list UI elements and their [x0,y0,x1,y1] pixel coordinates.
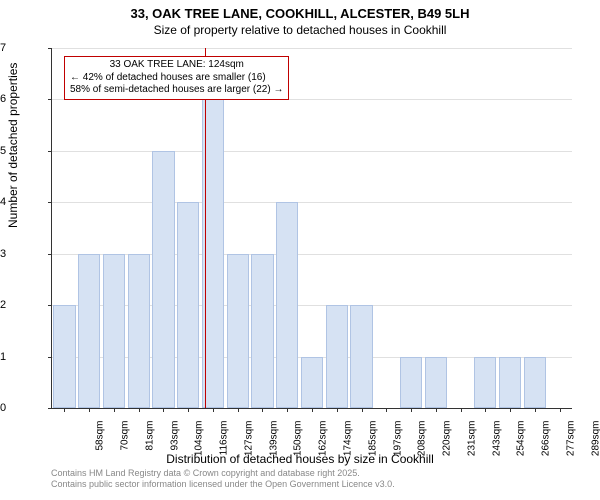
xtick-label: 162sqm [318,421,329,461]
ytick-mark [48,408,52,409]
histogram-bar [499,357,521,408]
gridline [52,151,572,152]
ytick-label: 5 [0,145,45,157]
histogram-bar [425,357,447,408]
xtick-label: 116sqm [219,421,230,461]
histogram-bar [103,254,125,408]
annotation-line3: 58% of semi-detached houses are larger (… [70,84,283,97]
histogram-bar [400,357,422,408]
xtick-label: 277sqm [565,421,576,461]
xtick-mark [188,408,189,412]
xtick-mark [411,408,412,412]
xtick-mark [89,408,90,412]
histogram-bar [524,357,546,408]
xtick-mark [485,408,486,412]
xtick-label: 231sqm [466,421,477,461]
gridline [52,48,572,49]
chart-container: 33, OAK TREE LANE, COOKHILL, ALCESTER, B… [0,0,600,500]
xtick-label: 150sqm [293,421,304,461]
annotation-line2: ← 42% of detached houses are smaller (16… [70,72,283,85]
xtick-label: 58sqm [95,421,106,461]
ytick-mark [48,357,52,358]
ytick-mark [48,48,52,49]
xtick-label: 243sqm [491,421,502,461]
xtick-label: 174sqm [343,421,354,461]
xtick-mark [213,408,214,412]
xtick-mark [560,408,561,412]
xtick-label: 185sqm [367,421,378,461]
xtick-label: 104sqm [194,421,205,461]
histogram-bar [474,357,496,408]
xtick-mark [461,408,462,412]
xtick-mark [139,408,140,412]
reference-line [205,48,206,408]
xtick-label: 70sqm [120,421,131,461]
histogram-bar [301,357,323,408]
xtick-label: 127sqm [243,421,254,461]
plot-area: 33 OAK TREE LANE: 124sqm ← 42% of detach… [51,48,572,409]
histogram-bar [128,254,150,408]
chart-title: 33, OAK TREE LANE, COOKHILL, ALCESTER, B… [0,0,600,23]
xtick-label: 139sqm [268,421,279,461]
ytick-label: 1 [0,351,45,363]
histogram-bar [227,254,249,408]
xtick-mark [64,408,65,412]
footer-line1: Contains HM Land Registry data © Crown c… [51,468,395,479]
xtick-label: 208sqm [417,421,428,461]
ytick-label: 4 [0,196,45,208]
chart-subtitle: Size of property relative to detached ho… [0,23,600,37]
ytick-mark [48,202,52,203]
xtick-mark [287,408,288,412]
xtick-label: 220sqm [442,421,453,461]
histogram-bar [326,305,348,408]
xtick-label: 197sqm [392,421,403,461]
xtick-mark [312,408,313,412]
xtick-mark [238,408,239,412]
histogram-bar [152,151,174,408]
ytick-mark [48,305,52,306]
annotation-line1: 33 OAK TREE LANE: 124sqm [70,59,283,72]
histogram-bar [350,305,372,408]
gridline [52,99,572,100]
xtick-mark [262,408,263,412]
xtick-mark [114,408,115,412]
histogram-bar [177,202,199,408]
footer-line2: Contains public sector information licen… [51,479,395,490]
xtick-label: 81sqm [144,421,155,461]
ytick-label: 0 [0,402,45,414]
xtick-mark [362,408,363,412]
annotation-box: 33 OAK TREE LANE: 124sqm ← 42% of detach… [64,56,289,100]
xtick-label: 254sqm [516,421,527,461]
xtick-label: 289sqm [590,421,600,461]
histogram-bar [78,254,100,408]
histogram-bar [276,202,298,408]
xtick-mark [337,408,338,412]
ytick-label: 3 [0,248,45,260]
xtick-mark [386,408,387,412]
xtick-mark [163,408,164,412]
ytick-mark [48,254,52,255]
histogram-bar [53,305,75,408]
xtick-label: 266sqm [541,421,552,461]
xtick-label: 93sqm [169,421,180,461]
ytick-label: 7 [0,42,45,54]
ytick-mark [48,99,52,100]
ytick-label: 2 [0,299,45,311]
xtick-mark [535,408,536,412]
ytick-label: 6 [0,93,45,105]
xtick-mark [510,408,511,412]
histogram-bar [251,254,273,408]
ytick-mark [48,151,52,152]
xtick-mark [436,408,437,412]
footer-credits: Contains HM Land Registry data © Crown c… [51,468,395,491]
gridline [52,202,572,203]
